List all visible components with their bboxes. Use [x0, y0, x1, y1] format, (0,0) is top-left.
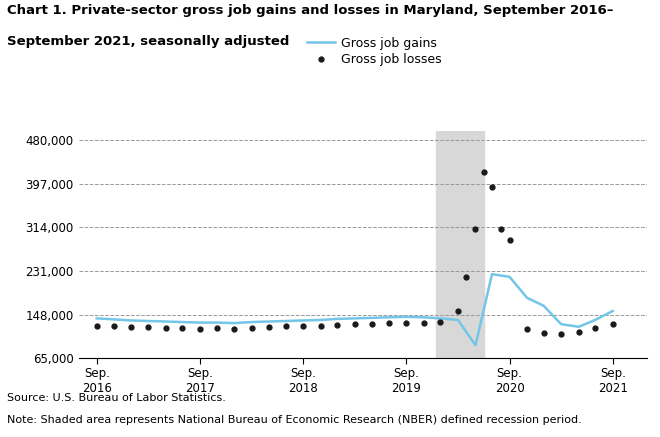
Gross job gains [196, 320, 204, 325]
Gross job gains [350, 316, 358, 321]
Gross job losses [93, 323, 101, 328]
Text: Source: U.S. Bureau of Labor Statistics.: Source: U.S. Bureau of Labor Statistics. [7, 393, 226, 403]
Gross job gains [333, 316, 341, 322]
Gross job gains [248, 319, 255, 325]
Gross job losses [350, 322, 358, 327]
Gross job gains [110, 317, 118, 322]
Gross job gains [420, 315, 428, 320]
Gross job gains [282, 319, 290, 324]
Gross job gains [265, 319, 273, 324]
Gross job losses [420, 320, 428, 325]
Gross job losses [557, 331, 565, 336]
Gross job losses [480, 169, 488, 174]
Gross job losses [317, 323, 325, 328]
Gross job gains [368, 315, 376, 320]
Gross job gains [488, 271, 496, 277]
Gross job losses [248, 325, 255, 330]
Gross job gains [127, 318, 135, 323]
Gross job gains [471, 343, 479, 348]
Gross job losses [265, 324, 273, 329]
Gross job losses [299, 323, 307, 328]
Gross job gains [591, 317, 599, 323]
Gross job gains [575, 324, 583, 329]
Gross job losses [471, 227, 479, 232]
Gross job losses [162, 325, 170, 330]
Line: Gross job gains: Gross job gains [97, 274, 612, 345]
Text: September 2021, seasonally adjusted: September 2021, seasonally adjusted [7, 35, 289, 48]
Gross job losses [178, 326, 186, 331]
Bar [436, 131, 484, 358]
Gross job gains [436, 316, 444, 321]
Gross job losses [230, 326, 238, 332]
Gross job gains [145, 319, 152, 324]
Gross job losses [282, 324, 290, 329]
Gross job gains [162, 319, 170, 324]
Gross job losses [488, 185, 496, 190]
Gross job gains [230, 320, 238, 326]
Gross job losses [214, 326, 222, 331]
Gross job losses [403, 320, 411, 325]
Legend: Gross job gains, Gross job losses: Gross job gains, Gross job losses [307, 38, 442, 66]
Gross job losses [498, 227, 506, 232]
Gross job gains [454, 317, 462, 323]
Gross job losses [462, 274, 470, 279]
Text: Chart 1. Private-sector gross job gains and losses in Maryland, September 2016–: Chart 1. Private-sector gross job gains … [7, 4, 613, 17]
Gross job gains [93, 316, 101, 321]
Gross job losses [196, 326, 204, 332]
Gross job gains [317, 317, 325, 323]
Gross job gains [523, 295, 531, 301]
Gross job losses [591, 325, 599, 330]
Gross job losses [540, 330, 548, 336]
Gross job gains [214, 320, 222, 325]
Gross job gains [609, 309, 616, 314]
Gross job gains [557, 322, 565, 327]
Gross job gains [385, 315, 393, 320]
Text: Note: Shaded area represents National Bureau of Economic Research (NBER) defined: Note: Shaded area represents National Bu… [7, 415, 581, 425]
Gross job losses [454, 309, 462, 314]
Gross job gains [506, 274, 513, 279]
Gross job losses [436, 319, 444, 324]
Gross job gains [178, 319, 186, 325]
Gross job losses [145, 325, 152, 330]
Gross job gains [403, 314, 411, 319]
Gross job losses [368, 321, 376, 326]
Gross job losses [575, 329, 583, 335]
Line: Gross job losses: Gross job losses [94, 169, 615, 336]
Gross job losses [523, 327, 531, 332]
Gross job losses [506, 237, 513, 243]
Gross job losses [385, 320, 393, 326]
Gross job losses [333, 323, 341, 328]
Gross job losses [609, 322, 616, 327]
Gross job gains [540, 303, 548, 309]
Gross job gains [299, 318, 307, 323]
Gross job losses [127, 324, 135, 329]
Gross job losses [110, 324, 118, 329]
